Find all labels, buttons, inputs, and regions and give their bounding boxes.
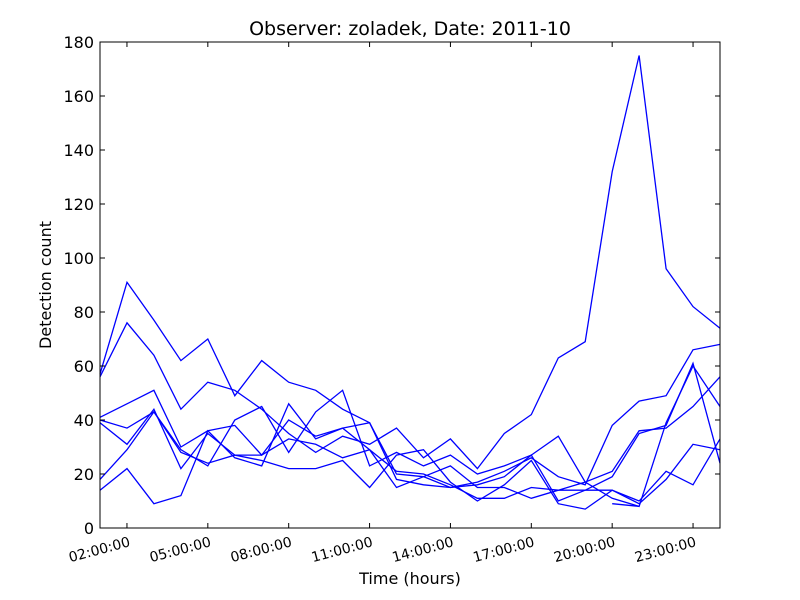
- series-line-7: [99, 402, 721, 505]
- y-tick-label: 20: [74, 465, 94, 484]
- x-tick-label: 23:00:00: [633, 534, 698, 566]
- series-line-5: [99, 364, 721, 508]
- x-tick-label: 11:00:00: [310, 534, 375, 566]
- x-tick-label: 08:00:00: [229, 534, 294, 566]
- y-tick-label: 120: [63, 195, 94, 214]
- series-line-1: [99, 280, 721, 502]
- y-tick-label: 100: [63, 249, 94, 268]
- series-line-4: [99, 376, 721, 483]
- y-axis-label: Detection count: [36, 221, 55, 349]
- y-tick-label: 60: [74, 357, 94, 376]
- y-tick-label: 80: [74, 303, 94, 322]
- y-tick-label: 160: [63, 87, 94, 106]
- x-tick-label: 20:00:00: [552, 534, 617, 566]
- series-layer: [99, 55, 721, 510]
- x-tick-label: 14:00:00: [391, 534, 456, 566]
- x-tick-label: 02:00:00: [67, 534, 132, 566]
- y-tick-label: 180: [63, 33, 94, 52]
- x-tick-label: 05:00:00: [148, 534, 213, 566]
- series-line-6: [99, 410, 721, 510]
- chart-title: Observer: zoladek, Date: 2011-10: [249, 18, 571, 40]
- plot-frame: [99, 41, 721, 529]
- series-line-2: [99, 55, 721, 470]
- y-tick-label: 40: [74, 411, 94, 430]
- y-tick-label: 0: [84, 519, 94, 538]
- x-axis: 02:00:00 05:00:00 08:00:00 11:00:00 14:00:00…: [67, 42, 698, 566]
- x-tick-label: 17:00:00: [471, 534, 536, 566]
- x-axis-label: Time (hours): [358, 569, 461, 588]
- series-line-8: [612, 503, 640, 508]
- y-tick-label: 140: [63, 141, 94, 160]
- y-axis: 0 20 40 60 80 100 120 140 160 180: [63, 33, 720, 538]
